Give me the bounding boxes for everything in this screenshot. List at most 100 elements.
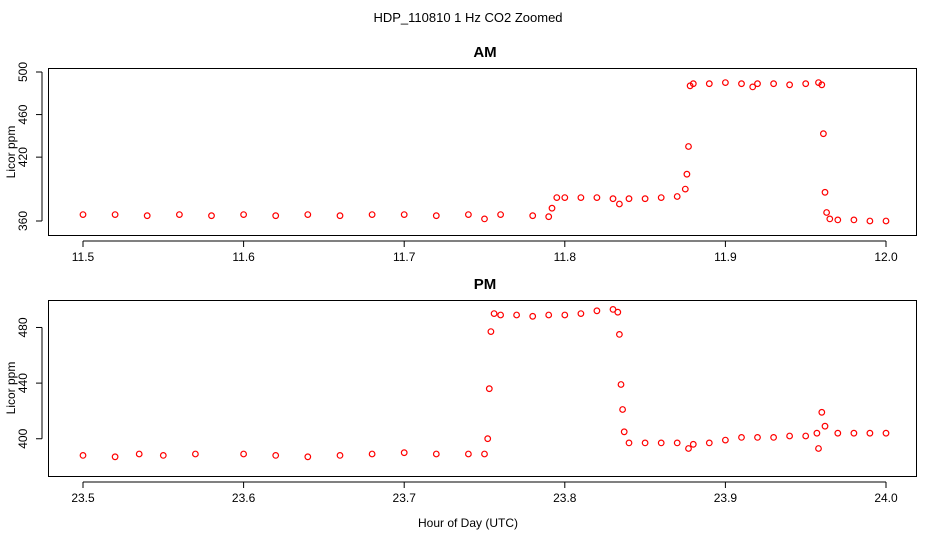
am-data-point (689, 80, 697, 88)
am-data-point (821, 188, 829, 196)
am-data-point (529, 212, 537, 220)
am-data-point (722, 79, 729, 86)
am-x-tick-label: 11.5 (72, 250, 95, 264)
pm-data-point (614, 308, 622, 316)
am-data-point (673, 193, 681, 200)
pm-y-axis-label: Licor ppm (4, 362, 18, 415)
am-data-point (823, 209, 830, 216)
pm-data-point (609, 306, 617, 313)
pm-data-point (593, 307, 601, 315)
pm-data-point (616, 331, 623, 338)
pm-data-point (770, 434, 777, 441)
am-data-point (208, 212, 215, 220)
pm-panel-title: PM (474, 276, 497, 293)
am-data-point (111, 211, 119, 219)
pm-plot-frame (48, 300, 917, 477)
pm-data-point (465, 450, 472, 458)
pm-data-point (368, 450, 376, 458)
am-data-point (304, 211, 312, 219)
pm-data-point (689, 440, 697, 448)
am-y-tick-label: 420 (16, 147, 30, 167)
am-y-axis-label: Licor ppm (4, 126, 18, 179)
am-data-point (432, 212, 440, 220)
pm-data-point (545, 311, 553, 319)
am-data-point (882, 217, 890, 225)
pm-data-point (685, 445, 692, 452)
am-data-point (850, 216, 858, 224)
pm-panel: PM Licor ppm 23.5 23.6 23.7 23.8 23.9 24.0 40… (4, 276, 917, 505)
pm-data-point (135, 450, 143, 458)
am-data-point (548, 204, 556, 212)
pm-data-point (513, 311, 520, 319)
am-data-point (657, 194, 665, 202)
pm-data-point (485, 385, 493, 393)
am-data-point (683, 170, 691, 178)
pm-data-point (625, 439, 633, 447)
pm-data-point (481, 450, 488, 458)
pm-x-tick-label: 23.5 (71, 491, 95, 505)
am-y-tick-label: 460 (16, 104, 30, 124)
am-data-point (681, 185, 689, 193)
am-data-point (465, 211, 472, 219)
am-data-point (754, 80, 761, 88)
pm-data-point (487, 328, 495, 336)
pm-data-point (191, 450, 199, 458)
am-data-point (336, 212, 344, 220)
am-data-point (545, 213, 553, 221)
pm-data-point (400, 449, 408, 457)
pm-data-point (561, 311, 569, 319)
pm-data-point (834, 429, 842, 437)
am-x-tick-label: 11.7 (393, 250, 416, 264)
figure-title: HDP_110810 1 Hz CO2 Zoomed (373, 10, 562, 25)
pm-y-axis: 400 440 480 (16, 317, 43, 449)
pm-x-tick-label: 23.9 (714, 491, 738, 505)
pm-data-point (866, 429, 874, 437)
pm-data-point (641, 439, 649, 447)
am-plot-frame (48, 68, 917, 236)
am-data-point (749, 83, 757, 91)
pm-data-point (850, 429, 858, 437)
pm-data-point (79, 452, 87, 459)
am-x-tick-label: 11.9 (714, 250, 737, 264)
pm-data-point (432, 450, 440, 458)
x-axis-label: Hour of Day (UTC) (418, 516, 518, 530)
pm-data-point (617, 381, 625, 388)
pm-data-point (577, 310, 585, 318)
pm-data-point (818, 408, 826, 416)
pm-data-point (619, 406, 626, 413)
pm-data-point (786, 432, 793, 440)
pm-data-point (815, 445, 822, 452)
am-data-point (685, 143, 692, 150)
pm-data-point (111, 453, 119, 461)
pm-data-point (722, 436, 729, 444)
pm-data-point (484, 435, 492, 443)
am-data-point (818, 81, 826, 89)
am-data-point (143, 212, 151, 220)
pm-data-point (497, 311, 505, 319)
am-data-point (786, 81, 793, 89)
pm-y-tick-label: 440 (16, 373, 30, 393)
am-data-point (802, 80, 810, 88)
pm-data-point (529, 312, 537, 320)
am-x-tick-label: 11.6 (232, 250, 255, 264)
pm-data-point (882, 429, 890, 437)
am-x-tick-label: 11.8 (554, 250, 577, 264)
am-y-tick-label: 500 (16, 62, 30, 82)
pm-x-axis: 23.5 23.6 23.7 23.8 23.9 24.0 (71, 481, 898, 505)
pm-data-point (821, 422, 829, 430)
am-panel: AM Licor ppm 11.5 11.6 11.7 11.8 11.9 12.0 36… (4, 44, 917, 264)
am-data-point (175, 211, 183, 219)
pm-points (79, 306, 890, 461)
pm-data-point (813, 429, 821, 437)
pm-data-point (240, 450, 248, 458)
pm-data-point (159, 452, 167, 459)
pm-data-point (657, 439, 665, 447)
pm-data-point (705, 439, 713, 447)
am-data-point (553, 194, 561, 202)
am-data-point (400, 211, 408, 219)
pm-data-point (802, 432, 810, 440)
am-data-point (616, 200, 623, 208)
pm-x-tick-label: 23.8 (553, 491, 577, 505)
pm-x-tick-label: 23.6 (232, 491, 256, 505)
pm-x-tick-label: 24.0 (874, 491, 898, 505)
